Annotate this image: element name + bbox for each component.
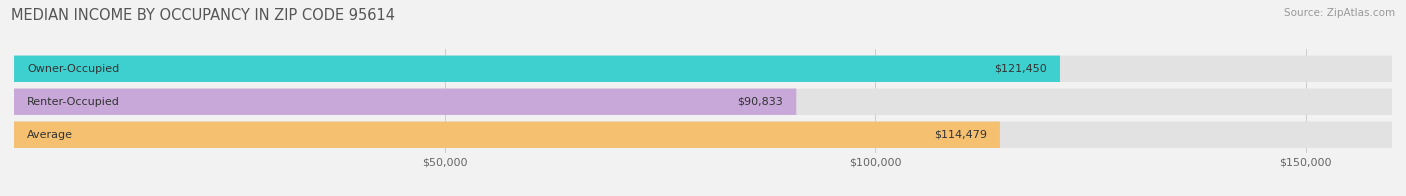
Text: $90,833: $90,833 [738,97,783,107]
Text: Source: ZipAtlas.com: Source: ZipAtlas.com [1284,8,1395,18]
FancyBboxPatch shape [14,56,1060,82]
Text: $114,479: $114,479 [934,130,987,140]
FancyBboxPatch shape [14,89,1392,115]
Text: $121,450: $121,450 [994,64,1047,74]
FancyBboxPatch shape [14,56,1392,82]
FancyBboxPatch shape [14,89,796,115]
Text: Average: Average [27,130,73,140]
Text: MEDIAN INCOME BY OCCUPANCY IN ZIP CODE 95614: MEDIAN INCOME BY OCCUPANCY IN ZIP CODE 9… [11,8,395,23]
FancyBboxPatch shape [14,122,1000,148]
FancyBboxPatch shape [14,122,1392,148]
Text: Renter-Occupied: Renter-Occupied [27,97,120,107]
Text: Owner-Occupied: Owner-Occupied [27,64,120,74]
